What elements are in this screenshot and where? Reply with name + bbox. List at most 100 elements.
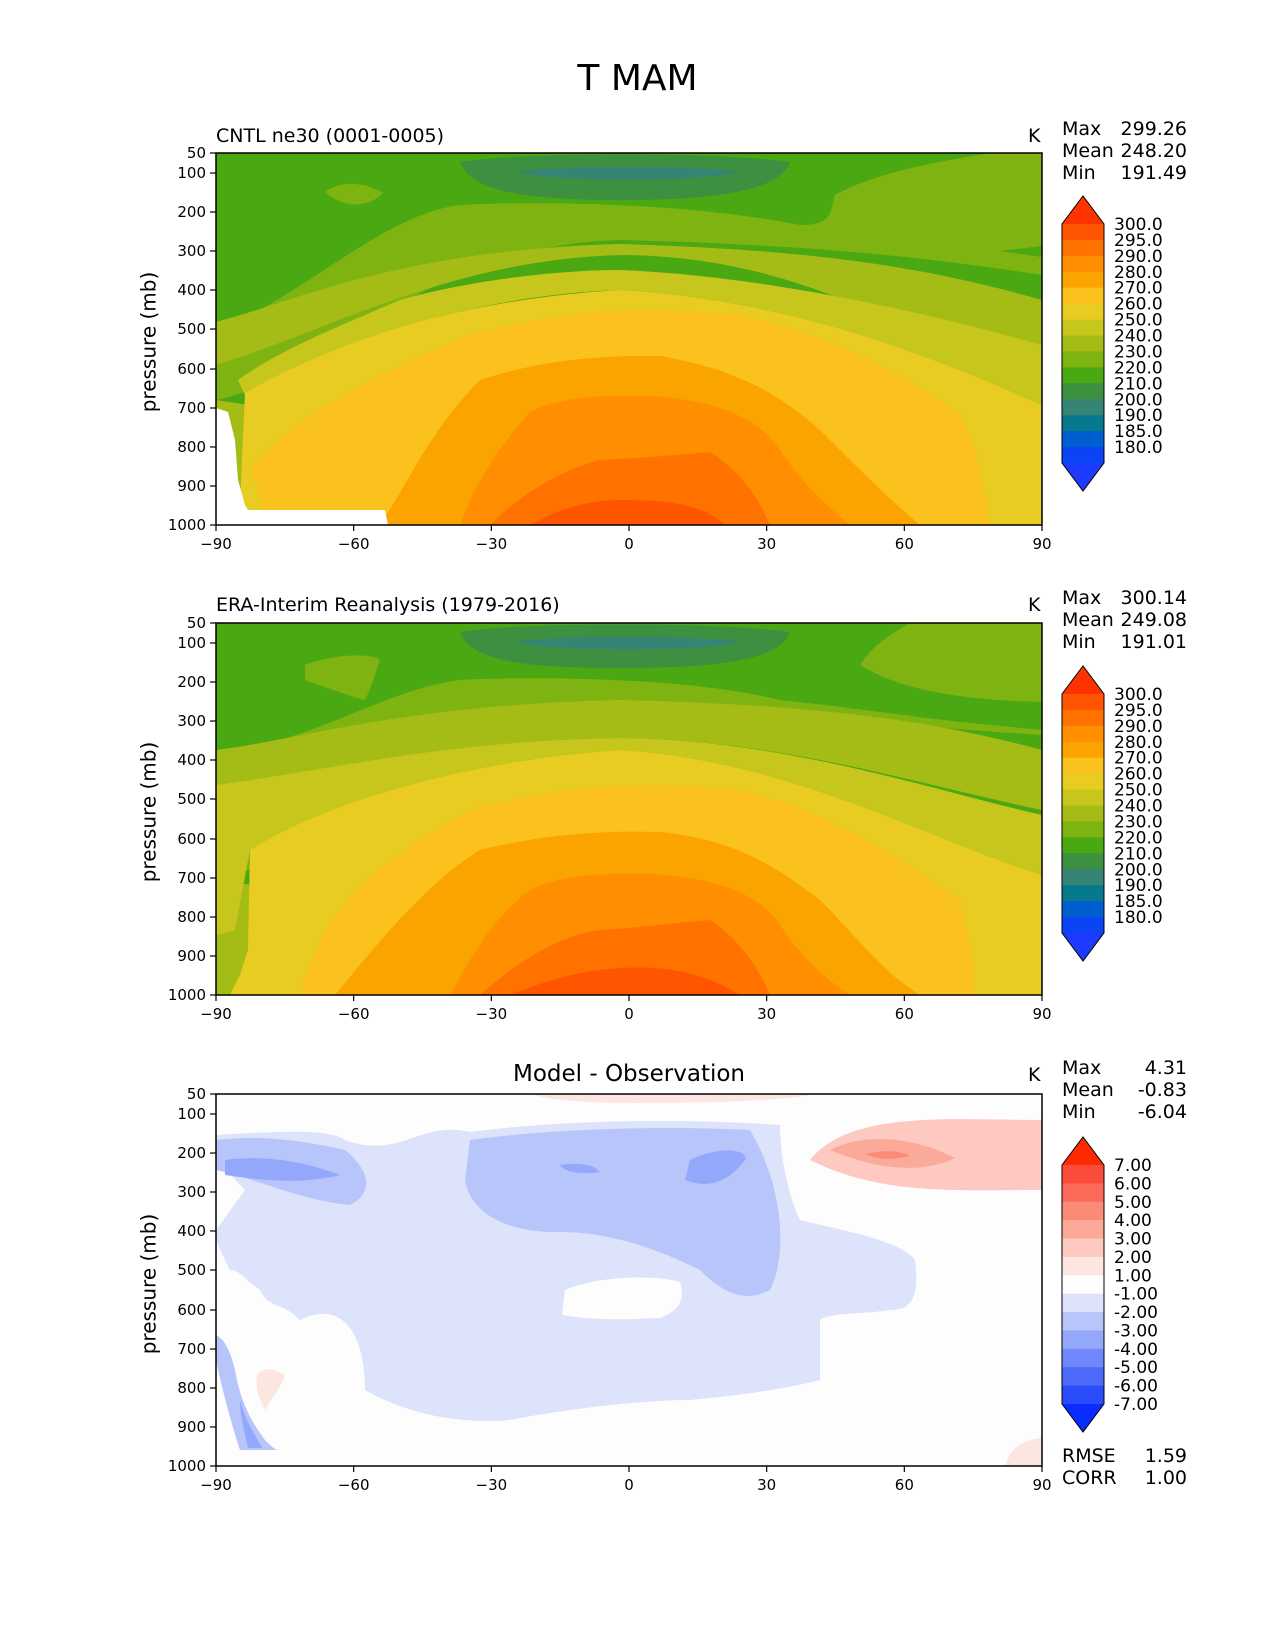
fill-190-band: [515, 636, 740, 650]
colorbar-tick-label: 2.00: [1114, 1248, 1152, 1268]
y-ticks: 50 100 200 300 400 500 600 700 800 900 1000: [168, 144, 216, 534]
y-tick-label: 50: [187, 144, 206, 162]
y-tick-label: 400: [177, 1222, 206, 1240]
contour-fills: [216, 153, 1042, 525]
fill-240: [238, 270, 1042, 405]
colorbar-segment: [1062, 885, 1104, 902]
colorbar-extend-bottom: [1062, 933, 1104, 961]
colorbar-tick-label: 250.0: [1114, 311, 1163, 331]
x-tick-label: −90: [200, 1476, 232, 1494]
colorbar-segment: [1062, 1330, 1104, 1350]
colorbar-segment: [1062, 287, 1104, 305]
x-tick-label: 60: [895, 1476, 914, 1494]
region-cold-core: [216, 1128, 781, 1296]
region-cold-sfc-core: [240, 1400, 262, 1448]
colorbar-segment: [1062, 837, 1104, 854]
colorbar-outline: [1061, 195, 1105, 492]
colorbar-segment: [1062, 1312, 1104, 1331]
y-tick-label: 900: [177, 477, 206, 495]
colorbar-tick-label: 200.0: [1114, 390, 1163, 410]
y-tick-label: 50: [187, 614, 206, 632]
region-hole: [562, 1277, 682, 1320]
colorbar-tick-label: 190.0: [1114, 406, 1163, 426]
colorbar-tick-label: 6.00: [1114, 1174, 1152, 1194]
y-tick-label: 700: [177, 869, 206, 887]
colorbar: 300.0295.0290.0280.0270.0260.0250.0240.0…: [1061, 195, 1163, 492]
colorbar-extend-top: [1062, 1137, 1104, 1165]
colorbar-tick-label: -4.00: [1114, 1340, 1158, 1360]
colorbar-tick-label: 295.0: [1114, 231, 1163, 251]
y-tick-label: 1000: [168, 1457, 206, 1475]
colorbar-segment: [1062, 303, 1104, 321]
colorbar-segment: [1062, 1238, 1104, 1258]
colorbar-segment: [1062, 869, 1104, 886]
colorbar-tick-label: 4.00: [1114, 1211, 1152, 1231]
stats-box: Max 300.14 Mean 249.08 Min 191.01: [1062, 587, 1187, 653]
figure-title: T MAM: [577, 58, 698, 99]
colorbar-tick-label: 230.0: [1114, 342, 1163, 362]
colorbar-segment: [1062, 271, 1104, 289]
colorbar-tick-label: 210.0: [1114, 374, 1163, 394]
fill-290: [490, 452, 770, 525]
y-tick-label: 600: [177, 1301, 206, 1319]
colorbar-segment: [1062, 1165, 1104, 1184]
colorbar-segment: [1062, 821, 1104, 838]
stat-min: Min 191.01: [1062, 631, 1187, 653]
x-tick-label: −90: [200, 1005, 232, 1023]
colorbar-segment: [1062, 1385, 1104, 1405]
stats-box: Max 299.26 Mean 248.20 Min 191.49: [1062, 118, 1187, 184]
colorbar-tick-label: 7.00: [1114, 1156, 1152, 1176]
colorbar-segment: [1062, 1201, 1104, 1221]
colorbar-tick-label: 210.0: [1114, 844, 1163, 864]
colorbar-outline: [1061, 665, 1105, 962]
colorbar-tick-label: -2.00: [1114, 1303, 1158, 1323]
x-tick-label: 0: [624, 1005, 634, 1023]
colorbar-segment: [1062, 1220, 1104, 1240]
colorbar-segment: [1062, 1183, 1104, 1203]
y-tick-label: 900: [177, 947, 206, 965]
y-tick-label: 800: [177, 438, 206, 456]
colorbar-segment: [1062, 335, 1104, 352]
colorbar-segment: [1062, 1275, 1104, 1295]
colorbar-tick-label: 180.0: [1114, 908, 1163, 928]
colorbar-segment: [1062, 255, 1104, 273]
colorbar-segment: [1062, 224, 1104, 241]
colorbar-segment: [1062, 1256, 1104, 1276]
colorbar-segment: [1062, 351, 1104, 368]
colorbar-segment: [1062, 367, 1104, 384]
colorbar-segment: [1062, 1293, 1104, 1313]
colorbar-tick-label: 185.0: [1114, 892, 1163, 912]
stat-mean: Mean 249.08: [1062, 609, 1187, 631]
y-tick-label: 500: [177, 790, 206, 808]
y-tick-label: 1000: [168, 986, 206, 1004]
y-tick-label: 300: [177, 712, 206, 730]
x-tick-label: −30: [476, 1476, 508, 1494]
region-warm-nh-max: [865, 1151, 910, 1159]
colorbar-tick-label: 3.00: [1114, 1230, 1152, 1250]
colorbar-segment: [1062, 773, 1104, 791]
colorbar-segment: [1062, 1348, 1104, 1368]
y-tick-label: 300: [177, 242, 206, 260]
colorbar-segment: [1062, 1367, 1104, 1387]
colorbar-segment: [1062, 757, 1104, 775]
x-tick-label: 0: [624, 535, 634, 553]
x-tick-label: −60: [338, 1005, 370, 1023]
stat-min: Min 191.49: [1062, 162, 1187, 184]
colorbar-tick-label: 300.0: [1114, 215, 1163, 235]
colorbar-segment: [1062, 431, 1104, 448]
x-tick-label: −60: [338, 1476, 370, 1494]
y-tick-label: 50: [187, 1085, 206, 1103]
colorbar-segment: [1062, 415, 1104, 432]
stat-min: Min -6.04: [1062, 1101, 1187, 1123]
colorbar-tick-label: -1.00: [1114, 1285, 1158, 1305]
contour-fills: [216, 623, 1042, 995]
colorbar-segment: [1062, 853, 1104, 870]
colorbar-segment: [1062, 789, 1104, 807]
fill-295: [530, 500, 725, 525]
x-tick-label: 30: [757, 535, 776, 553]
colorbar: 7.006.005.004.003.002.001.00-1.00-2.00-3…: [1061, 1136, 1158, 1433]
colorbar-tick-label: 185.0: [1114, 422, 1163, 442]
